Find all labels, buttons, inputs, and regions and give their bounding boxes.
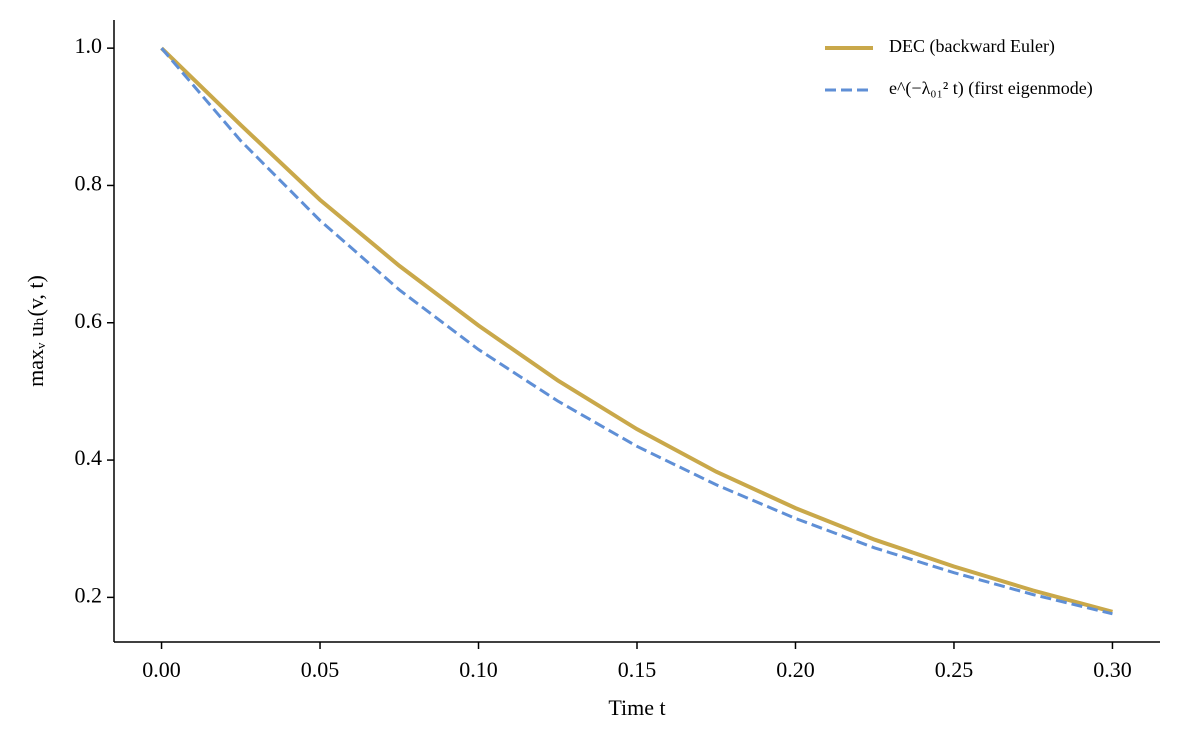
legend-label: DEC (backward Euler) [889,36,1055,57]
y-tick-label: 0.4 [75,445,103,470]
series-line [160,47,1113,616]
series-line [160,46,1113,614]
x-tick-label: 0.10 [459,657,498,682]
legend-label: e^(−λ₀₁² t) (first eigenmode) [889,78,1093,99]
y-tick-label: 0.2 [75,582,103,607]
x-tick-label: 0.00 [142,657,181,682]
y-tick-label: 1.0 [75,33,103,58]
x-tick-label: 0.25 [935,657,974,682]
x-axis-label: Time t [608,695,665,720]
x-tick-label: 0.30 [1093,657,1132,682]
y-tick-label: 0.6 [75,308,103,333]
y-axis-label: maxᵥ uₕ(v, t) [23,275,48,387]
x-tick-label: 0.20 [776,657,815,682]
x-tick-label: 0.05 [301,657,340,682]
y-tick-label: 0.8 [75,171,103,196]
x-tick-label: 0.15 [618,657,657,682]
